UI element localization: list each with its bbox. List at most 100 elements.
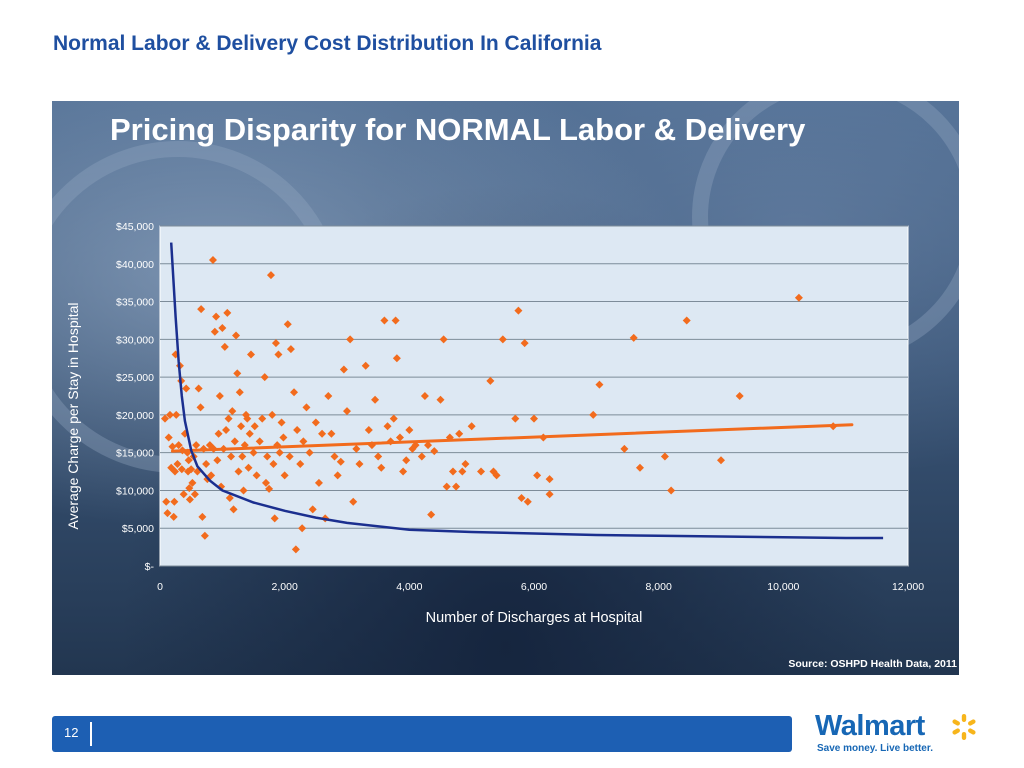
data-point (477, 467, 486, 476)
data-point (184, 456, 193, 465)
data-point (355, 460, 364, 468)
data-point (514, 306, 523, 315)
y-tick-label: $15,000 (116, 448, 154, 460)
data-point (417, 452, 426, 461)
source-note: Source: OSHPD Health Data, 2011 (788, 658, 957, 670)
data-point (452, 482, 461, 491)
data-point (222, 426, 231, 434)
data-point (448, 467, 457, 476)
data-point (339, 365, 348, 374)
data-point (263, 452, 272, 461)
data-point (327, 429, 336, 438)
y-tick-label: $25,000 (116, 372, 154, 384)
data-point (210, 327, 219, 336)
data-point (467, 422, 476, 431)
data-point (395, 433, 404, 442)
data-point (361, 361, 370, 370)
data-point (635, 463, 644, 472)
data-point (333, 471, 342, 480)
data-point (261, 478, 270, 487)
y-tick-label: $40,000 (116, 259, 154, 271)
data-point (286, 345, 295, 354)
data-point (545, 475, 554, 484)
data-point (336, 457, 345, 466)
y-tick-label: $- (145, 561, 155, 573)
y-tick-label: $5,000 (122, 523, 154, 535)
data-point (172, 410, 181, 419)
data-point (296, 460, 305, 468)
data-point (274, 350, 283, 359)
data-point (168, 442, 177, 451)
data-point (717, 456, 725, 465)
data-point (620, 444, 629, 453)
data-point (442, 482, 451, 491)
data-point (207, 471, 216, 480)
data-point (169, 512, 178, 521)
data-point (667, 486, 676, 495)
data-point (223, 308, 232, 317)
data-point (243, 414, 252, 423)
footer-bar: 12 (52, 716, 792, 752)
data-point (179, 490, 188, 499)
data-point (305, 448, 314, 457)
data-point (311, 418, 320, 427)
data-point (277, 418, 286, 427)
data-point (170, 497, 179, 506)
chart-title: Pricing Disparity for NORMAL Labor & Del… (110, 112, 806, 147)
data-point (230, 437, 239, 446)
data-point (424, 441, 433, 450)
x-tick-label: 0 (157, 581, 163, 593)
data-point (173, 460, 182, 468)
data-point (200, 531, 209, 540)
data-point (343, 407, 351, 416)
data-point (391, 316, 400, 325)
x-tick-label: 8,000 (646, 581, 672, 593)
data-point (291, 545, 300, 554)
data-point (202, 460, 211, 468)
data-point (660, 452, 669, 461)
spark-ray (952, 719, 960, 726)
data-point (247, 350, 256, 359)
y-tick-label: $35,000 (116, 297, 154, 309)
data-point (177, 465, 186, 474)
data-point (794, 293, 803, 302)
fitted-curve (169, 242, 884, 540)
y-tick-label: $10,000 (116, 485, 154, 497)
data-point (255, 437, 264, 446)
data-point (455, 429, 464, 438)
data-point (280, 471, 289, 480)
data-point (232, 331, 241, 340)
data-point (275, 448, 284, 457)
data-point (245, 429, 254, 438)
data-point (244, 463, 253, 472)
data-point (265, 484, 274, 493)
x-tick-label: 12,000 (892, 581, 924, 593)
data-point (268, 410, 277, 419)
data-point (308, 505, 317, 514)
data-point (346, 335, 355, 344)
data-point (520, 339, 529, 348)
data-point (735, 392, 744, 400)
logo-name: Walmart (815, 710, 925, 742)
data-point (212, 312, 221, 321)
data-point (383, 422, 392, 431)
walmart-spark-icon (952, 714, 976, 740)
data-point (324, 392, 333, 400)
spark-ray (968, 728, 976, 735)
data-point (208, 256, 217, 264)
data-point (182, 384, 191, 393)
data-point (196, 403, 205, 412)
data-point (252, 471, 261, 480)
x-tick-label: 2,000 (272, 581, 298, 593)
data-point (229, 505, 238, 514)
data-point (293, 426, 302, 434)
data-point (436, 395, 445, 404)
data-point (511, 414, 520, 423)
data-point (192, 441, 201, 450)
page-number: 12 (64, 725, 79, 740)
data-point (271, 339, 280, 348)
y-tick-label: $45,000 (116, 221, 154, 233)
data-point (266, 271, 275, 280)
walmart-logo: Walmart Save money. Live better. (815, 710, 985, 760)
x-tick-label: 4,000 (396, 581, 422, 593)
